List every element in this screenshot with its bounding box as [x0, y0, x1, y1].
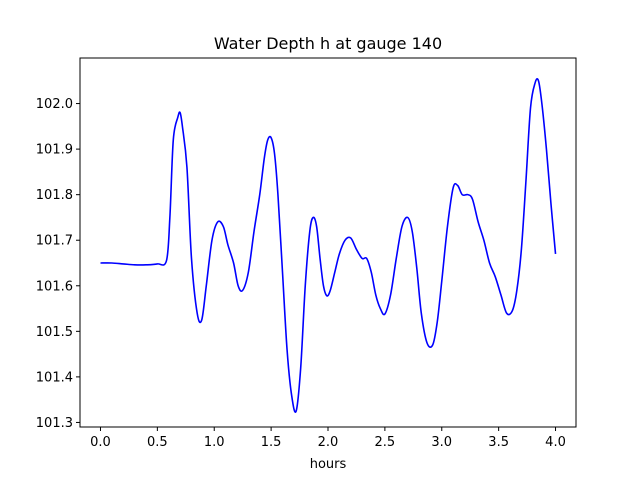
y-tick-label: 101.4	[36, 370, 73, 385]
x-tick-label: 4.0	[545, 435, 566, 450]
x-tick-label: 3.0	[431, 435, 452, 450]
x-tick-label: 0.5	[147, 435, 168, 450]
x-tick-label: 3.5	[488, 435, 509, 450]
x-tick-label: 0.0	[90, 435, 111, 450]
x-tick-label: 1.0	[204, 435, 225, 450]
y-tick-label: 101.9	[36, 143, 73, 158]
x-tick-label: 2.5	[375, 435, 396, 450]
series-line	[100, 77, 557, 413]
y-tick-label: 101.3	[36, 416, 73, 431]
y-tick-label: 101.7	[36, 234, 73, 249]
chart-title: Water Depth h at gauge 140	[214, 34, 442, 53]
y-tick-label: 101.8	[36, 188, 73, 203]
y-tick-label: 101.5	[36, 325, 73, 340]
x-tick-label: 2.0	[318, 435, 339, 450]
y-tick-label: 102.0	[36, 97, 73, 112]
plot-frame	[79, 57, 577, 428]
series-layer	[100, 77, 557, 413]
x-axis-label: hours	[310, 457, 347, 472]
x-tick-label: 1.5	[261, 435, 282, 450]
y-tick-label: 101.6	[36, 279, 73, 294]
axes: 0.0 0.5 1.0 1.5 2.0 2.5 3.0 3.5 4.0 101.3 101.4 101…	[36, 57, 577, 450]
